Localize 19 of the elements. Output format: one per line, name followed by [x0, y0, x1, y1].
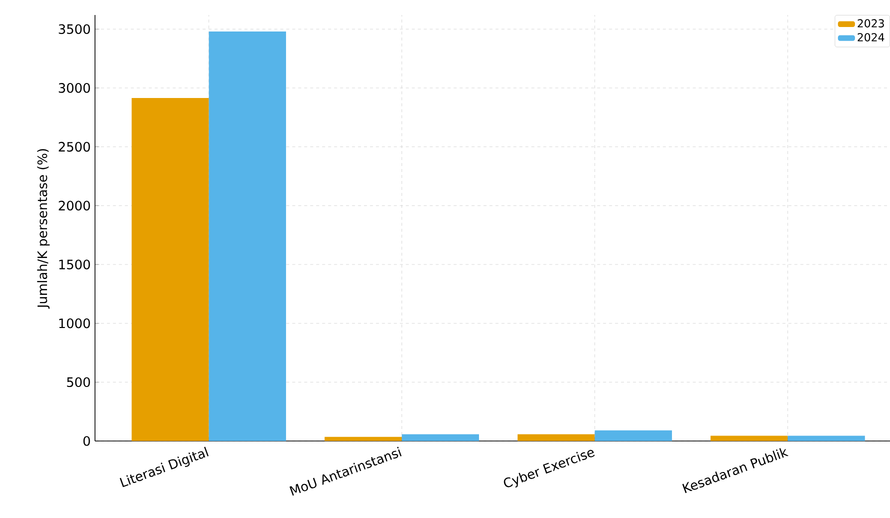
bar	[324, 436, 402, 441]
bar	[208, 31, 286, 441]
y-tick-label: 500	[67, 377, 90, 388]
bar	[402, 434, 479, 441]
bar	[132, 98, 209, 441]
y-tick-label: 2000	[58, 200, 90, 211]
y-axis-title: Jumlah/K persentase (%)	[37, 149, 50, 309]
y-tick-label: 2500	[58, 142, 90, 152]
bar	[788, 436, 865, 441]
y-tick-label: 3500	[58, 24, 90, 34]
bar	[710, 436, 788, 441]
bar	[518, 434, 595, 441]
y-tick-label: 1000	[59, 318, 90, 328]
y-tick-label: 3000	[58, 83, 90, 93]
bar	[594, 430, 672, 441]
y-tick-label: 0	[83, 436, 90, 446]
legend-label: 2024	[858, 33, 884, 42]
y-tick-label: 1500	[59, 260, 90, 270]
legend-label: 2023	[858, 19, 884, 28]
